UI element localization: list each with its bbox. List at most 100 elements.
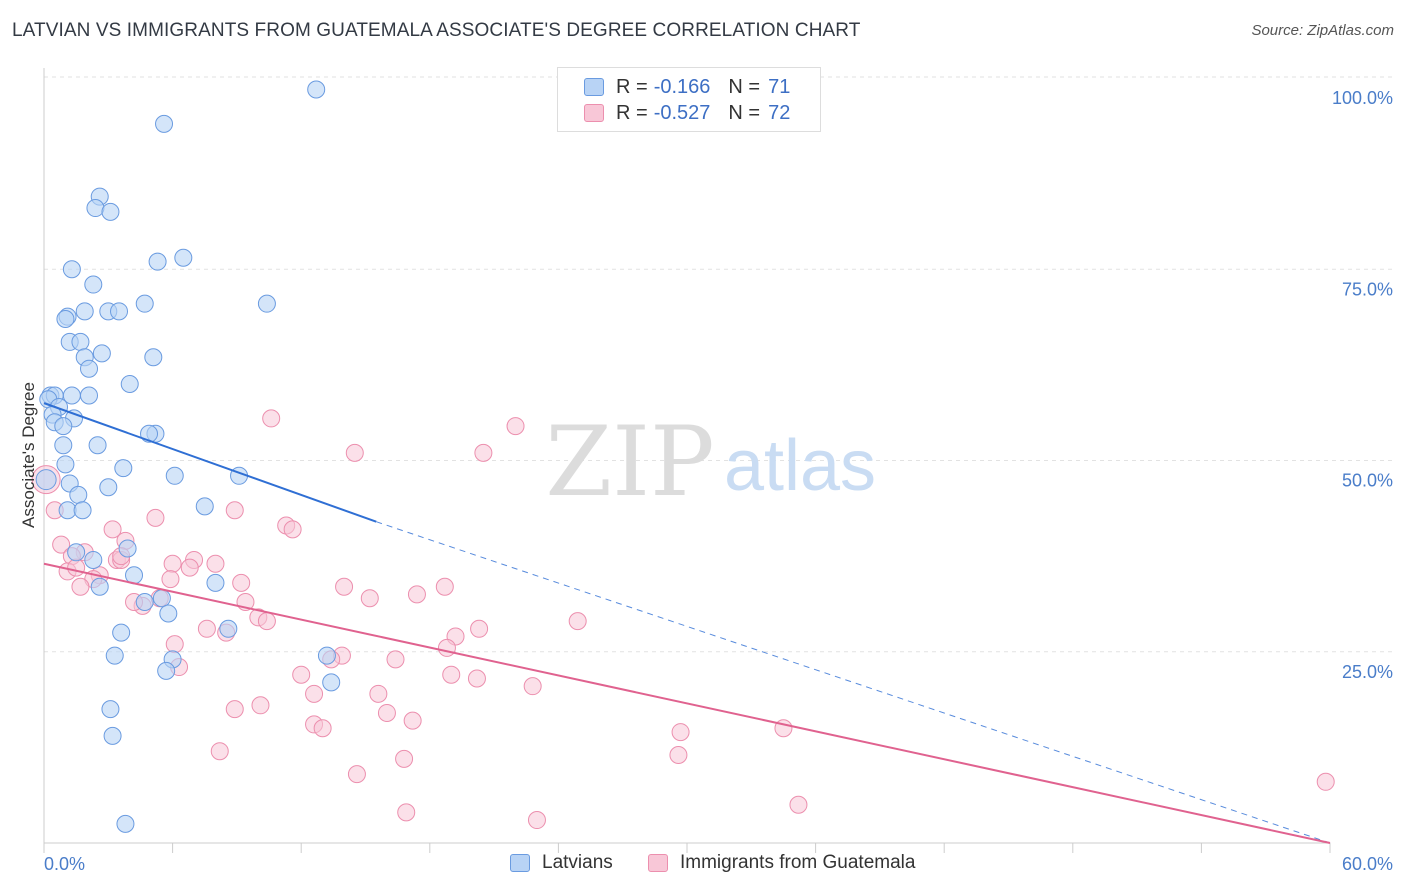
guatemala-point — [257, 612, 276, 631]
latvian-point — [84, 275, 103, 294]
latvian-point — [62, 260, 81, 279]
tick-labels: 100.0% 75.0% 50.0% 25.0% 0.0% 60.0% — [44, 88, 1393, 874]
guatemala-point — [467, 669, 486, 688]
latvian-point — [99, 478, 118, 497]
guatemala-trend-line — [43, 562, 1331, 844]
guatemala-point — [397, 803, 416, 822]
latvians-swatch — [510, 854, 530, 872]
guatemala-point — [305, 684, 324, 703]
latvian-point — [114, 459, 133, 478]
bottom-legend-guatemala-label: Immigrants from Guatemala — [680, 852, 916, 873]
latvian-point — [71, 332, 90, 351]
guatemala-point — [345, 443, 364, 462]
guatemala-point — [165, 635, 184, 654]
latvian-point — [148, 252, 167, 271]
chart-title: LATVIAN VS IMMIGRANTS FROM GUATEMALA ASS… — [12, 20, 861, 41]
y-tick-label: 25.0% — [1342, 662, 1393, 682]
legend-n-label: N = — [728, 101, 761, 124]
guatemala-point — [360, 589, 379, 608]
latvian-point — [174, 248, 193, 267]
guatemala-point — [71, 577, 90, 596]
guatemala-point — [197, 619, 216, 638]
latvian-point — [159, 604, 178, 623]
guatemala-point — [395, 749, 414, 768]
guatemala-point — [262, 409, 281, 428]
bottom-legend: Latvians Immigrants from Guatemala — [0, 852, 1406, 878]
latvian-point — [135, 593, 154, 612]
guatemala-point — [225, 700, 244, 719]
latvian-point — [307, 80, 326, 99]
latvian-trend-line — [43, 402, 377, 523]
guatemala-point — [52, 535, 71, 554]
bottom-legend-guatemala: Immigrants from Guatemala — [648, 852, 915, 874]
latvian-point — [54, 417, 73, 436]
latvian-point — [140, 424, 159, 443]
guatemala-point — [403, 711, 422, 730]
latvian-point — [73, 501, 92, 520]
guatemala-point — [442, 665, 461, 684]
watermark-zip: ZIP — [545, 406, 714, 518]
guatemala-point — [161, 570, 180, 589]
axes — [43, 68, 1331, 853]
latvian-point — [92, 344, 111, 363]
source-label: Source: ZipAtlas.com — [1251, 22, 1394, 39]
latvian-points — [35, 80, 341, 833]
legend-row-guatemala: R = -0.527 N = 72 — [584, 100, 790, 126]
guatemala-point — [789, 795, 808, 814]
latvian-point — [103, 726, 122, 745]
guatemala-point — [369, 684, 388, 703]
legend-n-value: 72 — [768, 101, 791, 124]
latvian-point — [88, 436, 107, 455]
latvian-point — [120, 375, 139, 393]
latvian-point — [257, 294, 276, 313]
guatemala-point — [671, 723, 690, 742]
latvian-point — [58, 501, 77, 520]
y-tick-label: 50.0% — [1342, 471, 1393, 491]
legend-n-value: 71 — [768, 75, 791, 98]
latvian-point — [35, 469, 57, 491]
guatemala-point — [386, 650, 405, 669]
latvian-point — [56, 455, 75, 474]
latvian-point — [54, 436, 73, 455]
guatemala-point — [470, 619, 489, 638]
latvian-point — [80, 359, 99, 378]
latvian-point — [144, 348, 163, 367]
legend: R = -0.166 N = 71 R = -0.527 N = 72 — [557, 67, 821, 132]
guatemala-point — [474, 443, 493, 462]
guatemala-point — [669, 746, 688, 765]
guatemala-swatch — [648, 854, 668, 872]
bottom-legend-latvians: Latvians — [510, 852, 613, 874]
guatemala-point — [523, 677, 542, 696]
latvian-point — [84, 550, 103, 569]
latvian-point — [317, 646, 336, 665]
guatemala-point — [232, 573, 251, 592]
guatemala-point — [407, 585, 426, 604]
guatemala-point — [568, 612, 587, 631]
legend-r-label: R = — [616, 101, 648, 124]
guatemala-point — [1316, 772, 1335, 791]
x-tick-label: 60.0% — [1342, 854, 1393, 874]
latvian-point — [322, 673, 341, 692]
guatemala-point — [527, 811, 546, 830]
latvian-trend-extension — [376, 521, 1331, 844]
trend-lines — [43, 402, 1331, 844]
legend-row-latvians: R = -0.166 N = 71 — [584, 74, 790, 100]
latvian-point — [75, 302, 94, 321]
guatemala-point — [251, 696, 270, 715]
guatemala-point — [283, 520, 302, 539]
latvian-point — [90, 577, 109, 596]
legend-r-label: R = — [616, 75, 648, 98]
latvian-point — [105, 646, 124, 665]
y-tick-label: 75.0% — [1342, 279, 1393, 299]
latvian-point — [157, 661, 176, 680]
latvian-point — [80, 386, 99, 405]
latvian-point — [110, 302, 129, 321]
legend-r-value: -0.166 — [653, 75, 711, 98]
latvian-point — [116, 814, 135, 833]
latvian-point — [118, 539, 137, 558]
guatemala-point — [206, 554, 225, 573]
latvian-point — [152, 589, 171, 608]
watermark: ZIP atlas — [545, 406, 876, 518]
latvian-point — [101, 700, 120, 719]
